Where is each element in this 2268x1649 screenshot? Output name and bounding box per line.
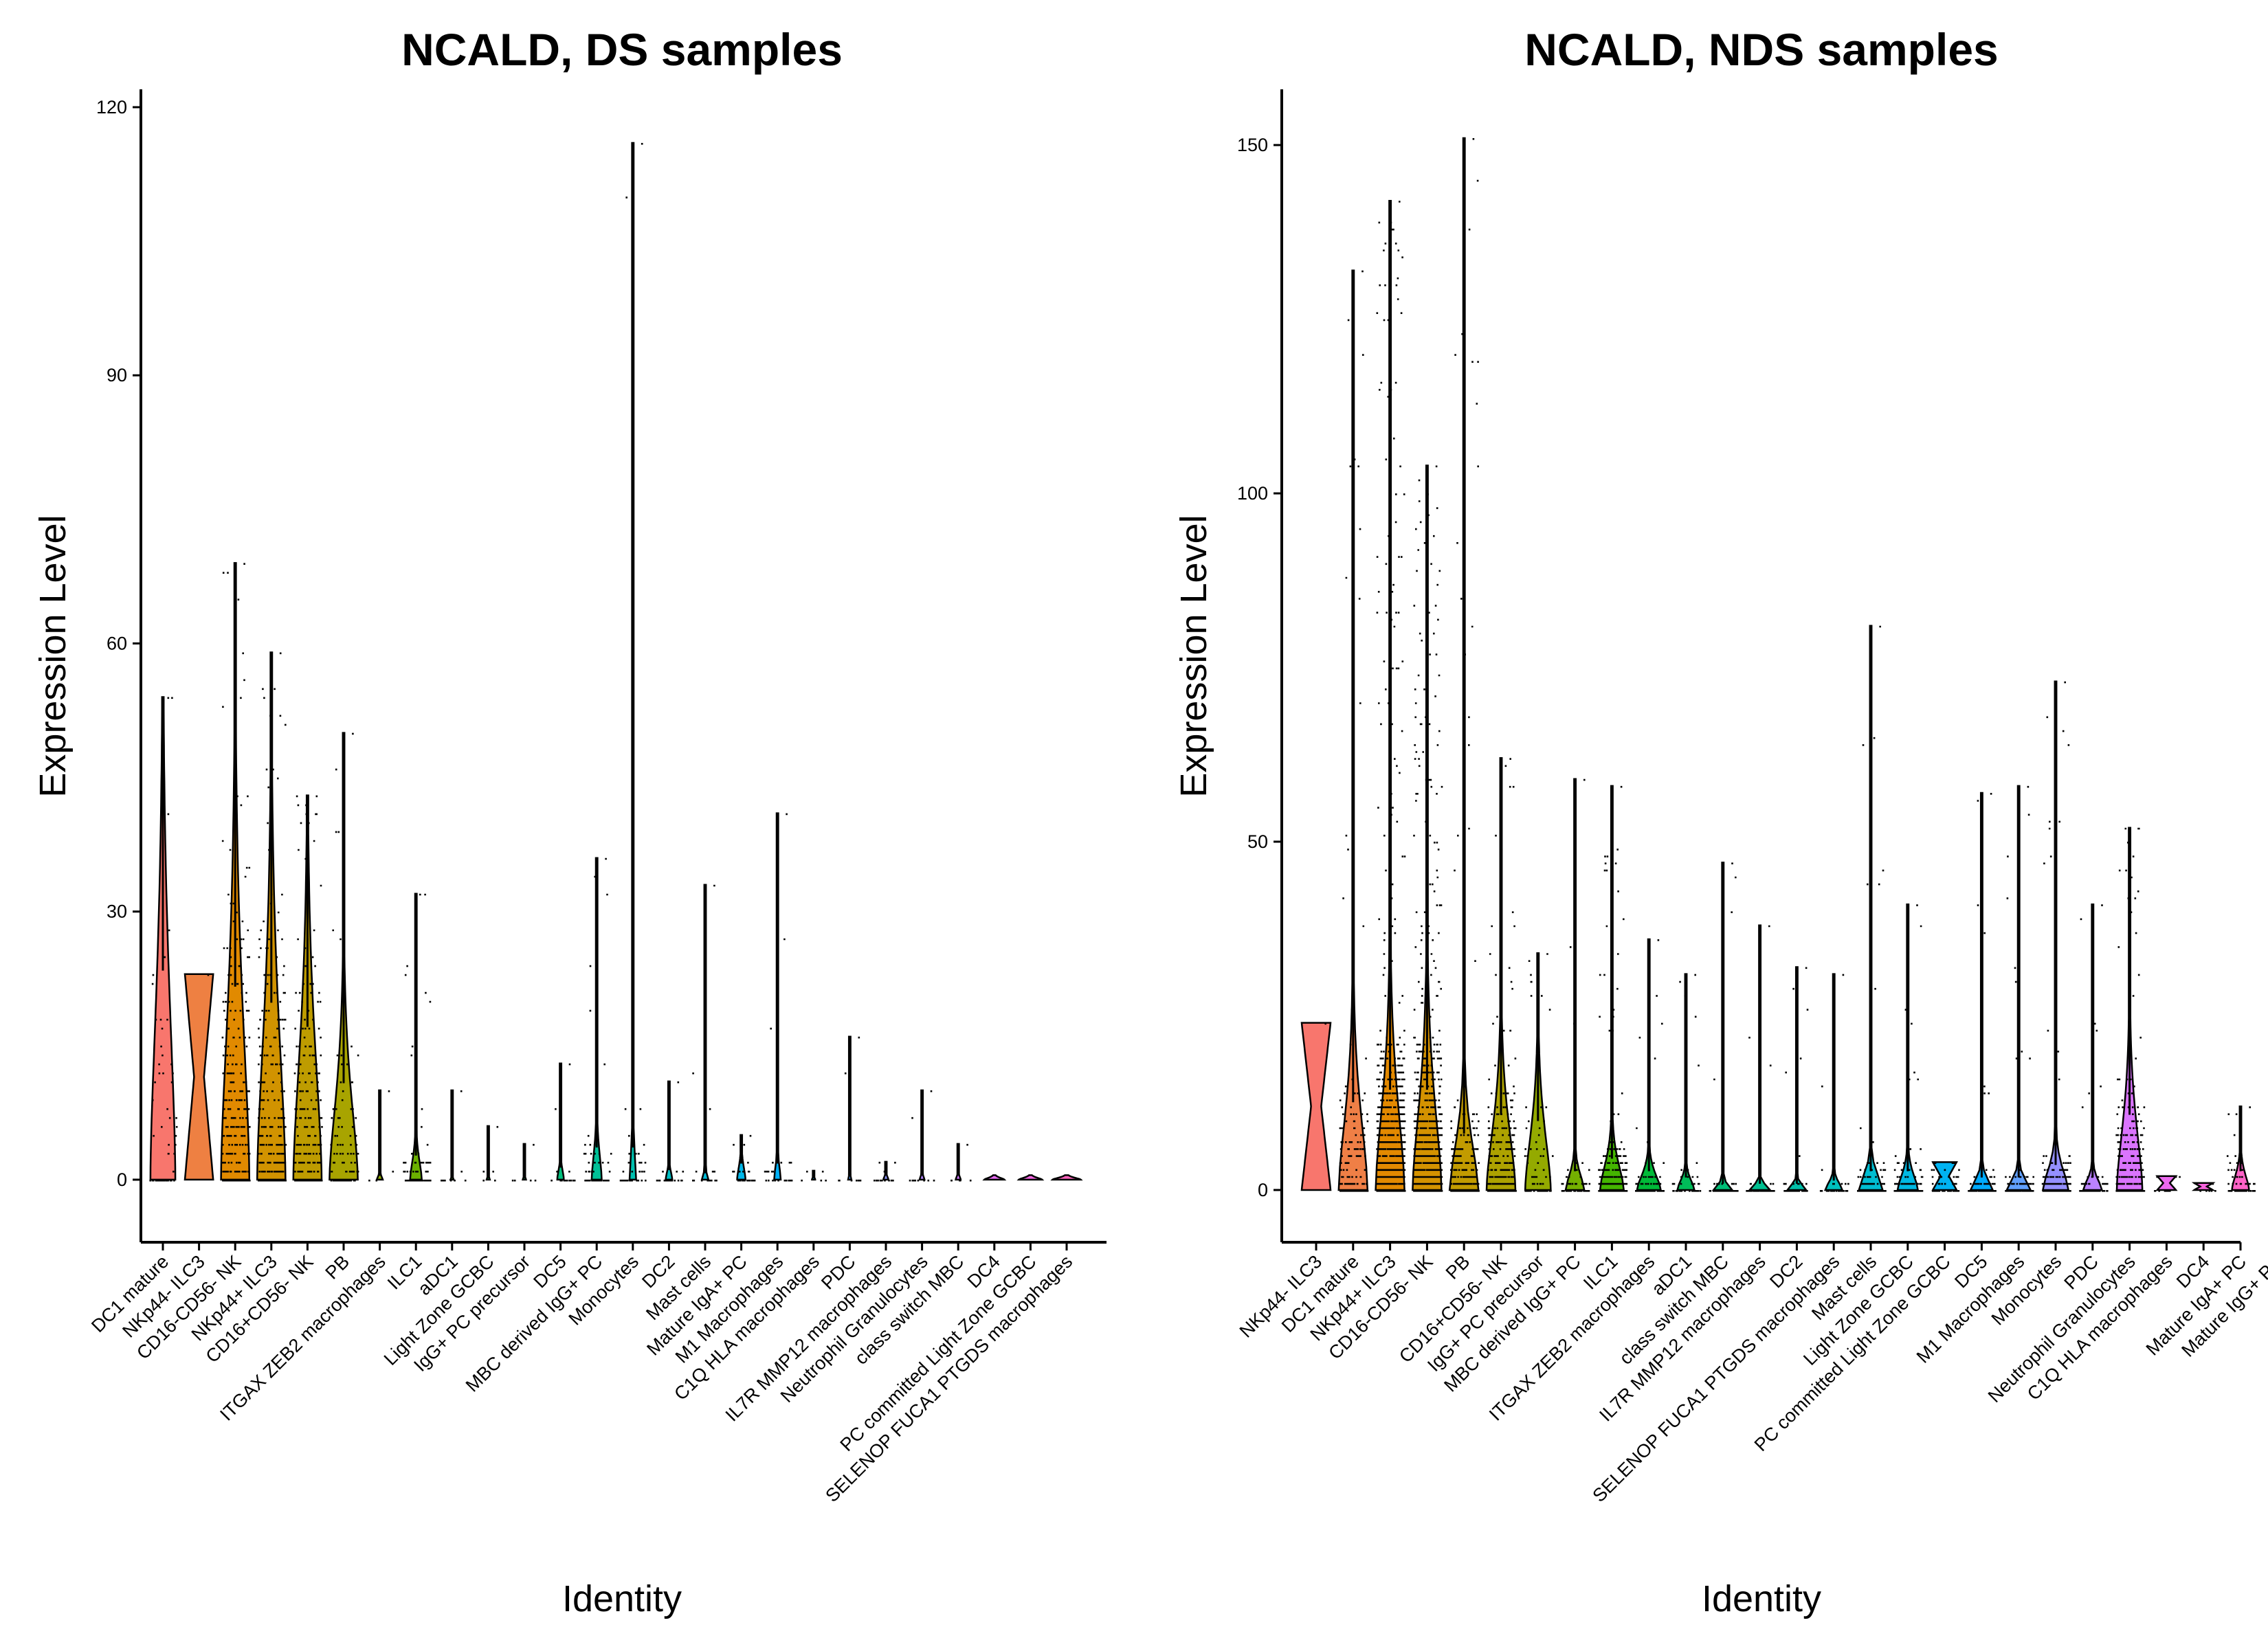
data-points: [482, 1125, 499, 1182]
violin-panel-nds: NCALD, NDS samples Expression Level Iden…: [1173, 24, 2268, 1619]
point-cloud: [207, 974, 210, 976]
data-points: [1324, 1022, 1326, 1025]
violin-mark: [2191, 1182, 2216, 1191]
y-tick-label: 90: [107, 365, 127, 385]
y-axis-label: Expression Level: [32, 515, 74, 797]
y-tick-label: 60: [107, 633, 127, 653]
y-tick-label: 50: [1247, 831, 1268, 852]
data-points: [950, 1143, 972, 1182]
point-cloud: [551, 1063, 576, 1182]
data-points: [1487, 758, 1517, 1192]
violin-mark: [1016, 1174, 1045, 1181]
point-cloud: [2115, 827, 2146, 1192]
point-cloud: [1931, 1162, 1960, 1192]
data-points: [1931, 1162, 1960, 1192]
point-cloud: [732, 1134, 756, 1182]
point-cloud: [1376, 201, 1406, 1192]
point-cloud: [2199, 1182, 2216, 1192]
point-cloud: [950, 1143, 972, 1182]
violin-mark: [2155, 1175, 2178, 1191]
point-cloud: [1324, 1022, 1326, 1025]
x-axis-label: Identity: [562, 1578, 682, 1619]
data-points: [732, 1134, 756, 1182]
data-points: [2115, 827, 2146, 1192]
violin-mark: [184, 973, 214, 1181]
data-points: [2154, 1176, 2181, 1192]
violin-mark: [982, 1174, 1007, 1181]
x-axis-label: Identity: [1702, 1578, 1821, 1619]
data-points: [874, 1161, 896, 1182]
point-cloud: [1487, 758, 1517, 1192]
chart-title: NCALD, DS samples: [401, 24, 843, 75]
data-points: [551, 1063, 576, 1182]
point-cloud: [874, 1161, 896, 1182]
data-points: [207, 974, 210, 976]
violin-mark: [1300, 1022, 1332, 1191]
chart-title: NCALD, NDS samples: [1524, 24, 1999, 75]
violin-mark: [1050, 1174, 1083, 1181]
point-cloud: [2154, 1176, 2181, 1192]
y-tick-label: 0: [1258, 1180, 1268, 1200]
data-points: [1376, 201, 1406, 1192]
violin-panel-ds: NCALD, DS samples Expression Level Ident…: [32, 24, 1107, 1619]
point-cloud: [330, 732, 359, 1182]
data-points: [2226, 1106, 2256, 1192]
y-tick-label: 30: [107, 901, 127, 922]
y-tick-label: 120: [96, 97, 127, 117]
y-tick-label: 100: [1237, 483, 1268, 504]
y-tick-label: 150: [1237, 135, 1268, 155]
data-points: [2199, 1182, 2216, 1192]
data-points: [330, 732, 359, 1182]
y-tick-label: 0: [117, 1169, 127, 1190]
data-points: [1819, 974, 1849, 1192]
point-cloud: [2226, 1106, 2256, 1192]
point-cloud: [1819, 974, 1849, 1192]
y-axis-label: Expression Level: [1173, 515, 1214, 797]
point-cloud: [482, 1125, 499, 1182]
